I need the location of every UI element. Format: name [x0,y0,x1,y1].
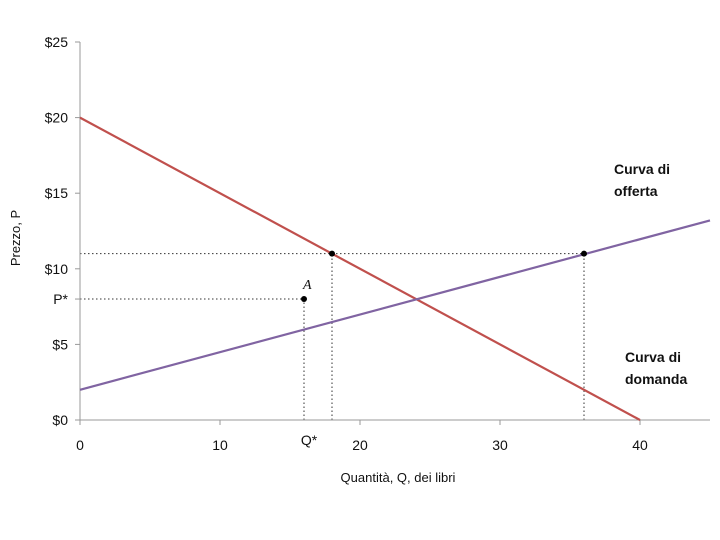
curva-di-offerta-label-line-0: Curva di [614,161,670,177]
x-tick-label-0: 0 [76,437,84,453]
curva-di-offerta-line [79,219,711,391]
x-axis-title: Quantità, Q, dei libri [341,470,456,485]
labels: A Curva di domanda Curva di offerta [302,161,687,387]
curva-di-offerta-label: Curva di offerta [614,161,670,199]
x-tick-label-30: 30 [492,437,508,453]
curva-di-domanda-label-line-0: Curva di [625,349,681,365]
curva-di-domanda-label-line-1: domanda [625,371,687,387]
marked-point-1 [301,296,307,303]
p-star-label: P* [53,291,68,307]
y-tick-label-15: $15 [45,185,69,201]
series [79,116,711,421]
y-tick-label-5: $5 [52,336,68,352]
equilibrium-label: A [302,278,312,293]
reference-lines [80,253,585,420]
y-tick-label-0: $0 [52,412,68,428]
curva-di-domanda-line [79,116,641,421]
q-star-label: Q* [301,432,318,448]
curva-di-offerta-label-line-1: offerta [614,183,658,199]
marked-point-2 [581,250,587,257]
marked-points [301,250,587,303]
x-tick-label-20: 20 [352,437,368,453]
x-tick-label-40: 40 [632,437,648,453]
x-tick-label-10: 10 [212,437,228,453]
y-tick-label-20: $20 [45,110,69,126]
y-tick-label-10: $10 [45,261,69,277]
y-axis-title: Prezzo, P [8,210,23,266]
axes: $0 $5 $10 $15 $20 $25 0 10 20 30 40 P* Q* [45,34,710,453]
marked-point-0 [329,250,335,257]
curva-di-domanda-label: Curva di domanda [625,349,687,387]
y-tick-label-25: $25 [45,34,69,50]
